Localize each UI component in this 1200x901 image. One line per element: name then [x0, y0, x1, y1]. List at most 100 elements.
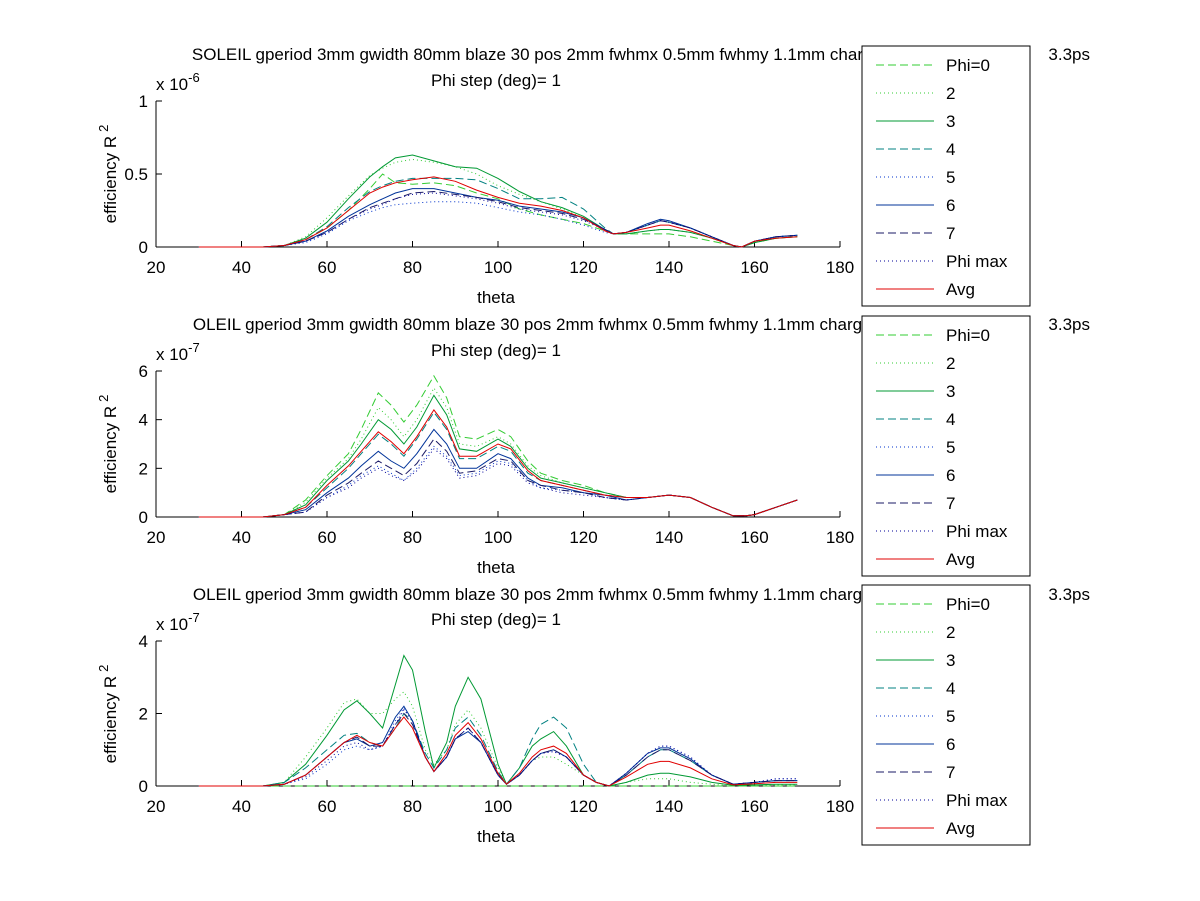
series-line-2 [198, 158, 798, 248]
legend-label: Phi=0 [946, 56, 990, 75]
subplot-1: 20 40 60 80 100 120 140 160 180 0 0.5 1 x 10-6 effici… [96, 45, 1090, 307]
chart-title-tail: 3.3ps [1048, 585, 1090, 604]
y-axis-label: efficiency R 2 [96, 125, 120, 224]
series-line-3 [198, 154, 798, 248]
chart-title-tail: 3.3ps [1048, 315, 1090, 334]
series-line-4 [198, 177, 798, 248]
x-tick-label: 160 [740, 797, 768, 816]
series-line-5 [198, 445, 798, 518]
legend-label: Avg [946, 819, 975, 838]
x-tick-label: 80 [403, 797, 422, 816]
legend: Phi=0 2 3 4 5 6 7 Phi max Avg [861, 45, 1031, 307]
legend-box [861, 45, 1031, 307]
x-tick-label: 20 [147, 528, 166, 547]
y-tick-label: 2 [139, 705, 148, 724]
legend-label: Phi=0 [946, 326, 990, 345]
y-axis-label: efficiency R 2 [96, 395, 120, 494]
legend-label: 5 [946, 707, 955, 726]
x-tick-label: 140 [655, 528, 683, 547]
x-tick-label: 140 [655, 258, 683, 277]
x-tick-label: 140 [655, 797, 683, 816]
x-tick-label: 120 [569, 528, 597, 547]
chart-title-tail: 3.3ps [1048, 45, 1090, 64]
x-tick-label: 160 [740, 258, 768, 277]
x-axis-label: theta [477, 558, 515, 577]
series-line-8 [198, 448, 798, 518]
subplot-2: 20 40 60 80 100 120 140 160 180 0 2 4 6 x 10-7 efficie… [96, 315, 1090, 577]
legend-label: 2 [946, 354, 955, 373]
legend-label: 6 [946, 196, 955, 215]
y-tick-label: 2 [139, 459, 148, 478]
series-line-4 [198, 411, 798, 518]
exponent-power: -7 [188, 610, 200, 625]
x-axis-label: theta [477, 827, 515, 846]
series-line-8 [198, 192, 798, 248]
y-axis-label-text: efficiency R [101, 406, 120, 494]
y-axis-label-text: efficiency R [101, 136, 120, 224]
series-line-3 [198, 394, 798, 518]
series-line-6 [198, 705, 798, 787]
legend-label: 3 [946, 112, 955, 131]
legend-label: 7 [946, 763, 955, 782]
chart-title: OLEIL gperiod 3mm gwidth 80mm blaze 30 p… [193, 585, 895, 604]
legend-label: 3 [946, 382, 955, 401]
x-tick-label: 20 [147, 258, 166, 277]
series-line-9 [198, 716, 798, 787]
subplot-3: 20 40 60 80 100 120 140 160 180 0 2 4 x 10-7 efficien… [96, 584, 1090, 846]
x-tick-label: 100 [484, 528, 512, 547]
chart-title: SOLEIL gperiod 3mm gwidth 80mm blaze 30 … [192, 45, 896, 64]
x-tick-label: 60 [318, 797, 337, 816]
y-tick-label: 0 [139, 508, 148, 527]
series-line-5 [198, 707, 798, 787]
legend-label: Phi max [946, 791, 1008, 810]
legend-label: Phi max [946, 522, 1008, 541]
y-axis-label-superscript: 2 [96, 125, 111, 132]
y-axis-label-superscript: 2 [96, 395, 111, 402]
y-exponent-label: x 10-7 [156, 610, 200, 634]
series-line-7 [198, 712, 798, 787]
legend-label: Avg [946, 550, 975, 569]
legend-label: 2 [946, 84, 955, 103]
exponent-base: x 10 [156, 75, 188, 94]
legend-label: 3 [946, 651, 955, 670]
series-line-9 [198, 176, 798, 248]
chart-title: OLEIL gperiod 3mm gwidth 80mm blaze 30 p… [193, 315, 895, 334]
x-tick-label: 180 [826, 528, 854, 547]
x-tick-label: 100 [484, 258, 512, 277]
legend-box [861, 315, 1031, 577]
series-line-2 [198, 691, 798, 787]
series-line-1 [198, 173, 798, 248]
y-tick-label: 4 [139, 411, 148, 430]
legend: Phi=0 2 3 4 5 6 7 Phi max Avg [861, 315, 1031, 577]
legend-label: 6 [946, 466, 955, 485]
y-axis-label: efficiency R 2 [96, 665, 120, 764]
y-tick-label: 0 [139, 238, 148, 257]
x-tick-label: 180 [826, 258, 854, 277]
x-tick-label: 180 [826, 797, 854, 816]
y-tick-label: 0 [139, 777, 148, 796]
y-exponent-label: x 10-6 [156, 70, 200, 94]
y-tick-label: 0.5 [124, 165, 148, 184]
series-line-6 [198, 428, 798, 518]
legend-label: 5 [946, 168, 955, 187]
x-tick-label: 80 [403, 258, 422, 277]
exponent-power: -7 [188, 340, 200, 355]
series-line-2 [198, 387, 798, 518]
series-line-3 [198, 654, 798, 787]
x-tick-label: 160 [740, 528, 768, 547]
legend-label: 4 [946, 679, 955, 698]
legend-label: 5 [946, 438, 955, 457]
legend-label: Avg [946, 280, 975, 299]
y-axis-label-superscript: 2 [96, 665, 111, 672]
legend-box [861, 584, 1031, 846]
legend-label: Phi max [946, 252, 1008, 271]
y-tick-label: 4 [139, 632, 148, 651]
series-line-9 [198, 409, 798, 518]
legend-label: 6 [946, 735, 955, 754]
x-tick-label: 40 [232, 528, 251, 547]
x-tick-label: 120 [569, 258, 597, 277]
x-tick-label: 100 [484, 797, 512, 816]
y-tick-label: 1 [139, 92, 148, 111]
x-tick-label: 40 [232, 258, 251, 277]
